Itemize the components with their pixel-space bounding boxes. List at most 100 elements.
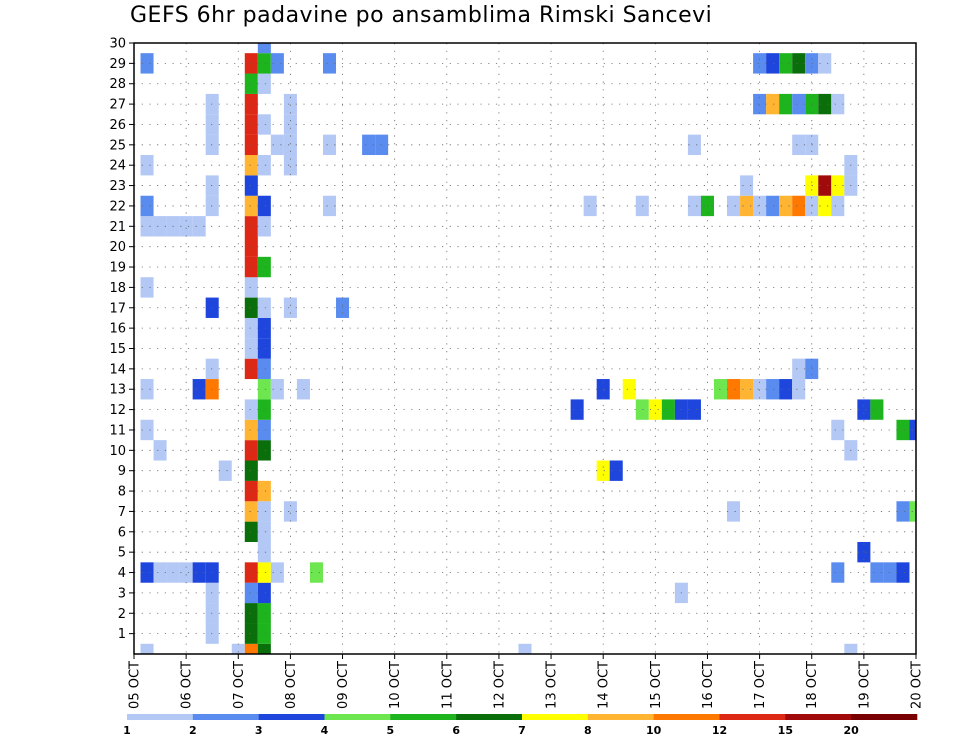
heatmap-cell [244,562,258,583]
heatmap-cell [831,93,845,115]
heatmap-cell [205,297,219,318]
colorbar-swatch [719,714,786,720]
colorbar-label: 6 [452,724,460,737]
heatmap-cell [218,460,232,481]
heatmap-cell [205,623,219,644]
heatmap-cell [153,216,167,237]
y-tick-label: 28 [109,77,126,92]
y-tick-label: 10 [109,444,126,459]
colorbar-swatch [653,714,720,720]
heatmap-cell [727,501,741,522]
heatmap-cell [244,53,258,74]
colorbar-label: 15 [778,724,793,737]
colorbar-swatch [258,714,325,720]
heatmap-cell [753,53,767,74]
colorbar-swatch [522,714,589,720]
heatmap-cell [831,419,845,441]
heatmap-cell [596,379,610,400]
heatmap-cell [257,114,271,135]
heatmap-cell [257,73,271,94]
x-tick-label: 11 OCT [440,661,455,709]
heatmap-cell [713,379,728,400]
heatmap-cell [257,440,271,461]
heatmap-cell [283,297,297,318]
heatmap-cell [257,501,271,522]
heatmap-cell [831,175,845,196]
heatmap-cell [257,379,271,400]
y-tick-label: 11 [109,423,126,438]
heatmap-cell [740,195,754,217]
heatmap-cell [283,155,297,176]
heatmap-cell [140,419,154,441]
y-tick-label: 23 [109,179,126,194]
heatmap-cell [596,460,610,481]
heatmap-cell [270,134,284,156]
heatmap-cell [818,93,832,115]
heatmap-cell [896,562,910,583]
heatmap-cell [140,53,154,74]
heatmap-cell [870,399,884,420]
heatmap-cell [257,582,271,604]
heatmap-cell [766,379,780,400]
heatmap-cell [140,643,154,654]
heatmap-cell [244,216,258,237]
heatmap-cell [753,93,767,115]
heatmap-cell [140,216,154,237]
heatmap-cell [779,195,793,217]
x-axis: 05 OCT 06 OCT 07 OCT 08 OCT 09 OCT 10 OCT 11 O… [128,654,925,709]
heatmap-cell [844,643,858,654]
heatmap-cell [244,460,258,481]
heatmap-cell [896,419,910,441]
heatmap-cell [257,623,271,644]
colorbar-label: 8 [584,724,592,737]
heatmap-cell [766,93,780,115]
heatmap-cell [792,134,806,156]
y-tick-label: 21 [109,220,126,235]
heatmap-cell [283,501,297,522]
heatmap-cell [257,317,271,339]
heatmap-cell [727,195,741,217]
colorbar-swatch [785,714,852,720]
y-tick-label: 6 [118,525,126,540]
heatmap-cell [244,419,258,441]
heatmap-cell [831,562,845,583]
heatmap-cell [205,114,219,135]
colorbar-label: 10 [646,724,662,737]
heatmap-cell [140,195,154,217]
heatmap-cell [257,562,271,583]
heatmap-cell [779,379,793,400]
heatmap-cell [257,643,271,654]
heatmap-cell [140,155,154,176]
heatmap-cell [270,53,284,74]
colorbar-swatch [587,714,654,720]
heatmap-cell [792,379,806,400]
heatmap-cell [257,521,271,542]
heatmap-cell [244,480,258,502]
heatmap-cell [140,379,154,400]
heatmap-cell [140,562,154,583]
heatmap-cell [244,236,258,257]
y-tick-label: 7 [118,505,126,520]
heatmap-cell [753,379,767,400]
colorbar-label: 1 [123,724,131,737]
heatmap-cell [740,175,754,196]
heatmap-cell [244,195,258,217]
x-tick-label: 08 OCT [284,661,299,709]
heatmap-cell [583,195,597,217]
heatmap-cell [179,216,193,237]
heatmap-cell [257,216,271,237]
heatmap-cell [257,399,271,420]
y-tick-label: 19 [109,261,126,276]
heatmap-cell [857,399,871,420]
heatmap-cell [727,379,741,400]
heatmap-cell [700,195,714,217]
y-tick-label: 24 [109,159,126,174]
heatmap-cell [362,134,376,156]
heatmap-cell [257,603,271,624]
heatmap-cell [322,195,337,217]
x-tick-label: 18 OCT [805,661,820,709]
heatmap-cell [779,93,793,115]
heatmap-cell [244,643,258,654]
heatmap-cell [270,562,284,583]
heatmap-cell [309,562,323,583]
